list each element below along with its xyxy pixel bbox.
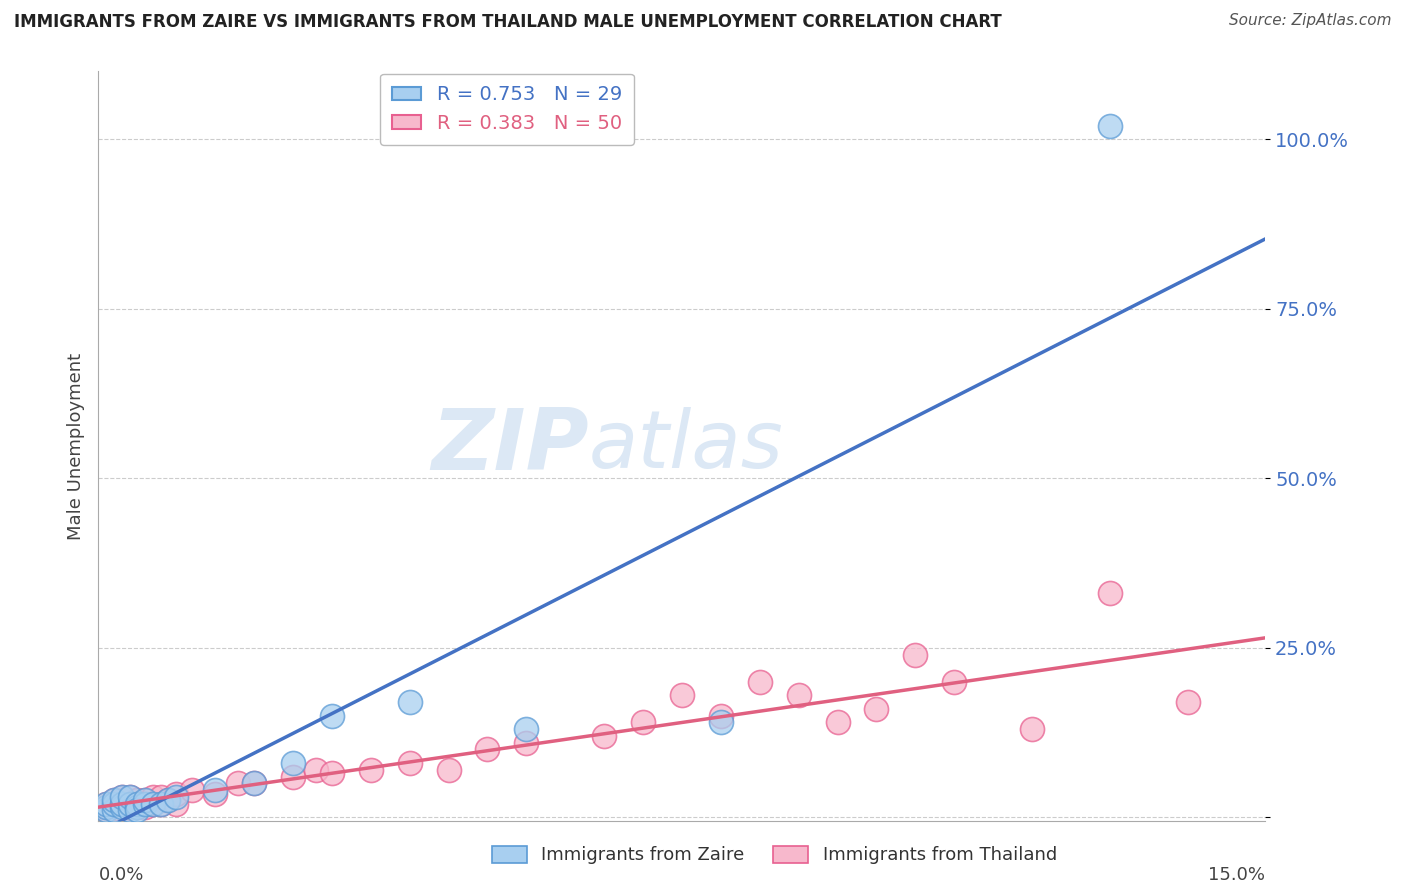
Point xyxy=(1177,695,1199,709)
Point xyxy=(515,722,537,736)
Point xyxy=(118,800,141,814)
Point xyxy=(111,797,134,811)
Point xyxy=(142,797,165,811)
Text: ZIP: ZIP xyxy=(430,404,589,488)
Point xyxy=(671,688,693,702)
Point xyxy=(865,702,887,716)
Point xyxy=(321,708,343,723)
Point xyxy=(111,804,134,818)
Point xyxy=(103,797,125,811)
Point xyxy=(134,793,156,807)
Point xyxy=(127,797,149,811)
Point xyxy=(103,797,125,811)
Point xyxy=(1021,722,1043,736)
Point xyxy=(710,715,733,730)
Point xyxy=(243,776,266,790)
Legend: R = 0.753   N = 29, R = 0.383   N = 50: R = 0.753 N = 29, R = 0.383 N = 50 xyxy=(380,73,634,145)
Y-axis label: Male Unemployment: Male Unemployment xyxy=(66,352,84,540)
Point xyxy=(515,736,537,750)
Point xyxy=(631,715,654,730)
Point xyxy=(228,776,250,790)
Point xyxy=(96,804,118,818)
Point xyxy=(787,688,810,702)
Point xyxy=(398,695,420,709)
Point xyxy=(103,804,125,818)
Point xyxy=(165,787,187,801)
Point xyxy=(149,797,172,811)
Point xyxy=(904,648,927,662)
Point xyxy=(827,715,849,730)
Point xyxy=(111,789,134,804)
Point xyxy=(96,797,118,811)
Point xyxy=(127,800,149,814)
Point xyxy=(165,797,187,811)
Point xyxy=(96,800,118,814)
Point xyxy=(127,793,149,807)
Point xyxy=(118,804,141,818)
Point xyxy=(165,789,187,804)
Point xyxy=(1098,119,1121,133)
Text: Source: ZipAtlas.com: Source: ZipAtlas.com xyxy=(1229,13,1392,29)
Point xyxy=(281,756,304,770)
Point xyxy=(111,800,134,814)
Point xyxy=(398,756,420,770)
Point xyxy=(243,776,266,790)
Text: 0.0%: 0.0% xyxy=(98,865,143,884)
Text: atlas: atlas xyxy=(589,407,783,485)
Point xyxy=(96,804,118,818)
Point xyxy=(134,797,156,811)
Text: IMMIGRANTS FROM ZAIRE VS IMMIGRANTS FROM THAILAND MALE UNEMPLOYMENT CORRELATION : IMMIGRANTS FROM ZAIRE VS IMMIGRANTS FROM… xyxy=(14,13,1002,31)
Point xyxy=(127,800,149,814)
Point xyxy=(111,797,134,811)
Text: Immigrants from Thailand: Immigrants from Thailand xyxy=(823,846,1057,863)
Point xyxy=(118,789,141,804)
Text: Immigrants from Zaire: Immigrants from Zaire xyxy=(541,846,745,863)
Point xyxy=(204,783,226,797)
Point xyxy=(96,797,118,811)
Point xyxy=(134,800,156,814)
Point xyxy=(111,793,134,807)
Point xyxy=(149,797,172,811)
Point xyxy=(710,708,733,723)
Point xyxy=(142,797,165,811)
Point xyxy=(118,797,141,811)
Point xyxy=(157,793,180,807)
Point xyxy=(103,793,125,807)
Point xyxy=(360,763,382,777)
Point xyxy=(748,674,770,689)
Point xyxy=(127,797,149,811)
Point xyxy=(180,783,202,797)
Point xyxy=(204,787,226,801)
Point xyxy=(477,742,499,756)
Point xyxy=(437,763,460,777)
Point xyxy=(118,797,141,811)
Point xyxy=(149,789,172,804)
Point xyxy=(321,766,343,780)
Text: 15.0%: 15.0% xyxy=(1208,865,1265,884)
Point xyxy=(118,789,141,804)
Point xyxy=(593,729,616,743)
Point xyxy=(157,793,180,807)
Point xyxy=(281,770,304,784)
Point xyxy=(96,800,118,814)
Point xyxy=(305,763,328,777)
Point xyxy=(1098,586,1121,600)
Point xyxy=(103,804,125,818)
Point xyxy=(111,789,134,804)
Point xyxy=(142,789,165,804)
Point xyxy=(134,793,156,807)
Point xyxy=(943,674,966,689)
Point xyxy=(103,793,125,807)
Point xyxy=(127,804,149,818)
